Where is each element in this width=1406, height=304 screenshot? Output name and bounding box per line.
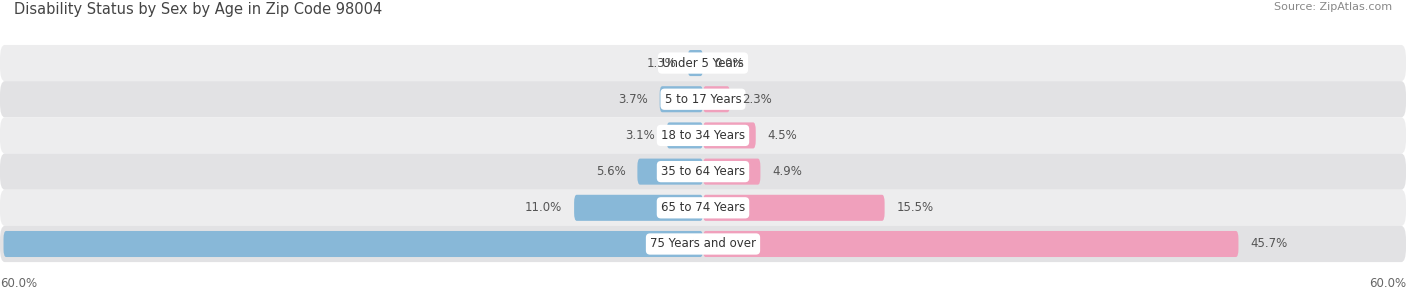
FancyBboxPatch shape <box>574 195 703 221</box>
FancyBboxPatch shape <box>0 226 1406 262</box>
Text: 4.5%: 4.5% <box>768 129 797 142</box>
Text: 5.6%: 5.6% <box>596 165 626 178</box>
Text: 35 to 64 Years: 35 to 64 Years <box>661 165 745 178</box>
Text: 3.7%: 3.7% <box>619 93 648 106</box>
Text: Under 5 Years: Under 5 Years <box>662 57 744 70</box>
Text: 15.5%: 15.5% <box>897 201 934 214</box>
FancyBboxPatch shape <box>703 195 884 221</box>
FancyBboxPatch shape <box>0 45 1406 81</box>
FancyBboxPatch shape <box>0 154 1406 190</box>
FancyBboxPatch shape <box>3 231 703 257</box>
FancyBboxPatch shape <box>637 159 703 185</box>
Text: 5 to 17 Years: 5 to 17 Years <box>665 93 741 106</box>
Text: Disability Status by Sex by Age in Zip Code 98004: Disability Status by Sex by Age in Zip C… <box>14 2 382 16</box>
Text: 4.9%: 4.9% <box>772 165 801 178</box>
Text: 18 to 34 Years: 18 to 34 Years <box>661 129 745 142</box>
FancyBboxPatch shape <box>703 123 756 148</box>
FancyBboxPatch shape <box>0 81 1406 117</box>
Text: 65 to 74 Years: 65 to 74 Years <box>661 201 745 214</box>
Text: 11.0%: 11.0% <box>526 201 562 214</box>
FancyBboxPatch shape <box>703 231 1239 257</box>
Text: 1.3%: 1.3% <box>647 57 676 70</box>
FancyBboxPatch shape <box>703 86 730 112</box>
Text: 60.0%: 60.0% <box>0 277 37 290</box>
Text: 75 Years and over: 75 Years and over <box>650 237 756 250</box>
FancyBboxPatch shape <box>659 86 703 112</box>
Text: 0.0%: 0.0% <box>714 57 744 70</box>
FancyBboxPatch shape <box>0 190 1406 226</box>
Text: 3.1%: 3.1% <box>626 129 655 142</box>
FancyBboxPatch shape <box>666 123 703 148</box>
FancyBboxPatch shape <box>0 117 1406 154</box>
Text: 2.3%: 2.3% <box>742 93 772 106</box>
FancyBboxPatch shape <box>688 50 703 76</box>
Text: 45.7%: 45.7% <box>1250 237 1288 250</box>
Text: 60.0%: 60.0% <box>1369 277 1406 290</box>
FancyBboxPatch shape <box>703 159 761 185</box>
Legend: Male, Female: Male, Female <box>640 302 766 304</box>
Text: Source: ZipAtlas.com: Source: ZipAtlas.com <box>1274 2 1392 12</box>
